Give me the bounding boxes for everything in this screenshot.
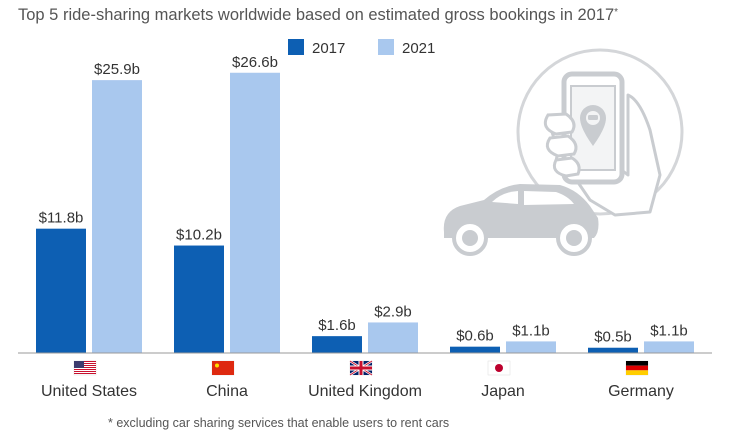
legend-swatch-2021 — [378, 39, 394, 55]
country-flags — [73, 359, 649, 377]
uk-flag-icon — [349, 359, 373, 377]
bar-2021-united-kingdom — [368, 322, 418, 353]
japan-flag-icon — [487, 360, 511, 376]
bar-2017-germany — [588, 347, 638, 353]
data-label-2021-united-states: $25.9b — [94, 61, 140, 78]
data-label-2017-united-states: $11.8b — [39, 210, 84, 227]
car-icon — [443, 184, 599, 256]
location-pin-icon — [580, 105, 606, 146]
bar-2021-japan — [506, 341, 556, 353]
footnote: * excluding car sharing services that en… — [108, 416, 449, 430]
data-label-2021-japan: $1.1b — [512, 322, 550, 339]
bar-2021-germany — [644, 341, 694, 353]
data-label-2017-japan: $0.6b — [456, 328, 494, 345]
subtitle-asterisk: * — [614, 7, 618, 18]
data-label-2017-germany: $0.5b — [594, 329, 632, 346]
category-label-united-kingdom: United Kingdom — [308, 383, 422, 400]
category-label-germany: Germany — [608, 383, 674, 400]
legend-label-2021: 2021 — [402, 40, 435, 57]
china-flag-icon — [211, 360, 235, 376]
chart-legend: 2017 2021 — [288, 39, 435, 57]
data-label-2017-united-kingdom: $1.6b — [318, 317, 356, 334]
germany-flag-icon — [625, 360, 649, 376]
legend-label-2017: 2017 — [312, 40, 345, 57]
chart-data-labels: $11.8b $25.9b $10.2b $26.6b $1.6b $2.9b $0.6b $… — [39, 54, 688, 346]
category-labels: United States China United Kingdom Japan Ger… — [41, 383, 674, 400]
category-label-united-states: United States — [41, 383, 137, 400]
data-label-2021-united-kingdom: $2.9b — [374, 303, 412, 320]
bar-2021-china — [230, 72, 280, 353]
bar-2017-united-kingdom — [312, 336, 362, 353]
bar-2017-united-states — [36, 228, 86, 353]
category-label-china: China — [206, 383, 248, 400]
data-label-2021-china: $26.6b — [232, 54, 278, 71]
category-label-japan: Japan — [481, 383, 525, 400]
chart-subtitle-text: Top 5 ride-sharing markets worldwide bas… — [18, 6, 614, 24]
data-label-2017-china: $10.2b — [176, 227, 222, 244]
data-label-2021-germany: $1.1b — [650, 322, 688, 339]
legend-swatch-2017 — [288, 39, 304, 55]
us-flag-icon — [73, 360, 97, 376]
chart-subtitle: Top 5 ride-sharing markets worldwide bas… — [18, 6, 618, 24]
bar-2017-japan — [450, 346, 500, 353]
bar-2017-china — [174, 245, 224, 353]
ride-sharing-illustration — [443, 48, 684, 256]
bar-2021-united-states — [92, 80, 142, 353]
chart-bars — [36, 72, 694, 353]
